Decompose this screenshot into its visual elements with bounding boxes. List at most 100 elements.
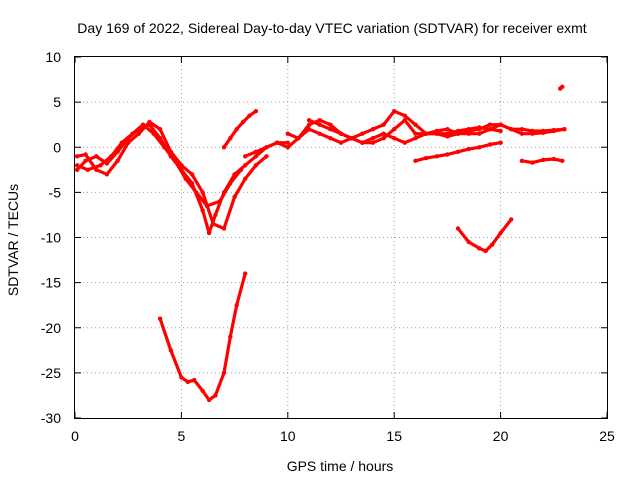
- data-point: [147, 119, 152, 125]
- data-point: [381, 131, 386, 136]
- data-point: [211, 221, 216, 227]
- y-tick-label: -15: [41, 275, 61, 291]
- data-point: [228, 136, 233, 141]
- data-point: [551, 156, 556, 162]
- data-point: [213, 212, 218, 218]
- y-axis-label: SDTVAR / TECUs: [5, 184, 21, 296]
- data-point: [349, 136, 354, 141]
- data-point: [360, 131, 365, 136]
- data-point: [530, 131, 535, 136]
- data-point: [413, 158, 418, 163]
- y-tick-label: 0: [53, 139, 61, 155]
- data-point: [221, 370, 227, 376]
- data-point: [189, 172, 195, 177]
- data-point: [402, 113, 407, 118]
- data-point: [185, 379, 190, 385]
- data-point: [157, 127, 163, 132]
- data-point: [285, 131, 290, 136]
- data-point: [498, 140, 503, 145]
- data-point: [179, 163, 184, 168]
- data-point: [392, 109, 397, 114]
- data-point: [455, 128, 461, 134]
- chart-title: Day 169 of 2022, Sidereal Day-to-day VTE…: [77, 20, 586, 36]
- series-arc-5: [243, 118, 567, 159]
- data-point: [168, 348, 173, 353]
- data-point: [560, 84, 565, 90]
- data-point: [232, 194, 237, 200]
- data-point: [136, 131, 141, 136]
- data-point: [509, 127, 514, 132]
- data-point: [253, 109, 259, 114]
- series-line: [456, 217, 513, 253]
- data-point: [317, 122, 322, 127]
- data-point: [392, 136, 397, 141]
- x-tick-label: 15: [386, 428, 402, 444]
- data-point: [206, 397, 212, 403]
- data-point: [162, 145, 167, 150]
- series-arc-10: [519, 156, 565, 165]
- plot-frame: [74, 56, 608, 419]
- data-point: [483, 248, 488, 254]
- data-point: [85, 167, 91, 172]
- data-point: [498, 230, 503, 236]
- data-point: [74, 167, 80, 172]
- data-point: [477, 125, 482, 130]
- y-tick-label: -5: [49, 184, 62, 200]
- data-point: [221, 145, 227, 150]
- x-tick-label: 10: [280, 428, 296, 444]
- data-point: [477, 131, 482, 136]
- data-point: [151, 131, 156, 136]
- series-arc-4: [221, 109, 259, 150]
- data-point: [541, 157, 546, 163]
- data-point: [487, 142, 493, 147]
- data-point: [509, 217, 514, 222]
- data-point: [466, 239, 471, 245]
- data-point: [381, 122, 386, 127]
- data-point: [423, 131, 429, 136]
- data-point: [228, 181, 233, 186]
- data-point: [434, 154, 439, 159]
- data-point: [466, 146, 471, 152]
- data-point: [200, 208, 205, 213]
- data-point: [204, 203, 210, 209]
- y-tick-label: 10: [45, 49, 61, 65]
- data-point: [275, 140, 280, 145]
- data-point: [234, 303, 239, 308]
- data-point: [234, 127, 239, 132]
- data-point: [98, 163, 103, 168]
- x-axis-label: GPS time / hours: [287, 458, 394, 474]
- data-point: [217, 199, 222, 204]
- data-point: [228, 334, 233, 339]
- data-point: [296, 136, 301, 141]
- data-point: [519, 158, 525, 163]
- y-tick-label: -25: [41, 365, 61, 381]
- data-point: [243, 176, 248, 181]
- data-point: [487, 122, 493, 127]
- data-point: [445, 152, 450, 157]
- data-point: [317, 118, 322, 123]
- data-point: [477, 145, 482, 150]
- data-point: [200, 388, 205, 394]
- data-point: [306, 127, 312, 132]
- data-point: [392, 127, 397, 132]
- data-point: [530, 160, 535, 165]
- data-point: [413, 122, 418, 127]
- data-point: [445, 131, 450, 136]
- data-point: [402, 118, 407, 123]
- series-arc-1: [74, 122, 290, 236]
- data-point: [370, 140, 376, 145]
- series-line: [75, 123, 243, 208]
- y-tick-label: -30: [41, 410, 61, 426]
- data-point: [402, 140, 407, 145]
- data-point: [434, 131, 439, 136]
- data-point: [519, 131, 525, 136]
- data-point: [551, 128, 556, 134]
- series-line: [158, 272, 247, 402]
- series-arc-7: [306, 118, 503, 145]
- data-point: [360, 140, 365, 145]
- data-point: [328, 122, 333, 127]
- series-arc-11: [157, 271, 248, 403]
- data-point: [285, 145, 290, 150]
- x-tick-label: 20: [493, 428, 509, 444]
